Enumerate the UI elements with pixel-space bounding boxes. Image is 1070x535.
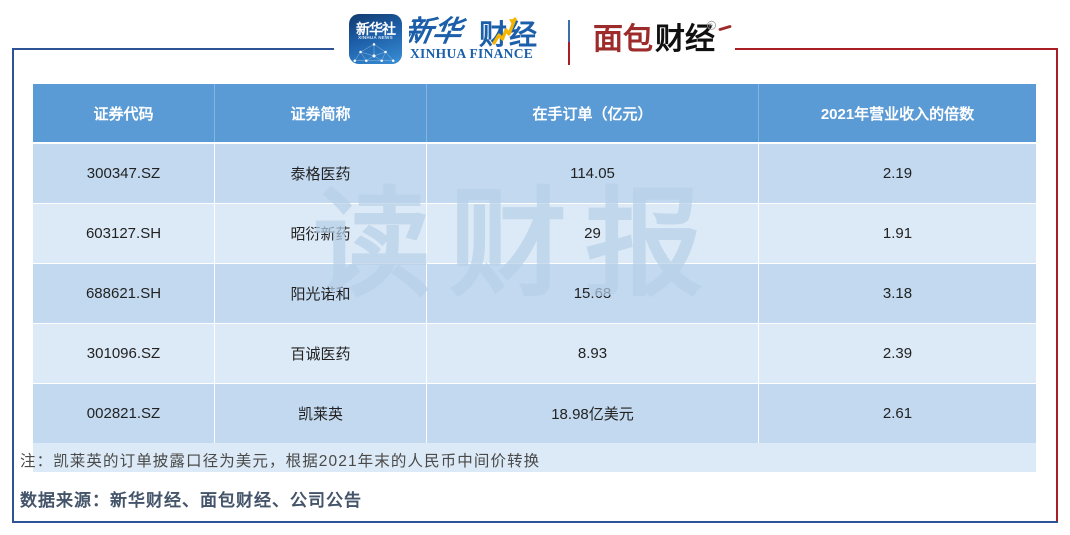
svg-text:R: R [709, 23, 713, 29]
svg-text:财经: 财经 [655, 22, 715, 56]
svg-text:面包: 面包 [593, 22, 653, 56]
svg-text:新华: 新华 [409, 15, 468, 48]
svg-text:XINHUA FINANCE: XINHUA FINANCE [410, 46, 533, 61]
